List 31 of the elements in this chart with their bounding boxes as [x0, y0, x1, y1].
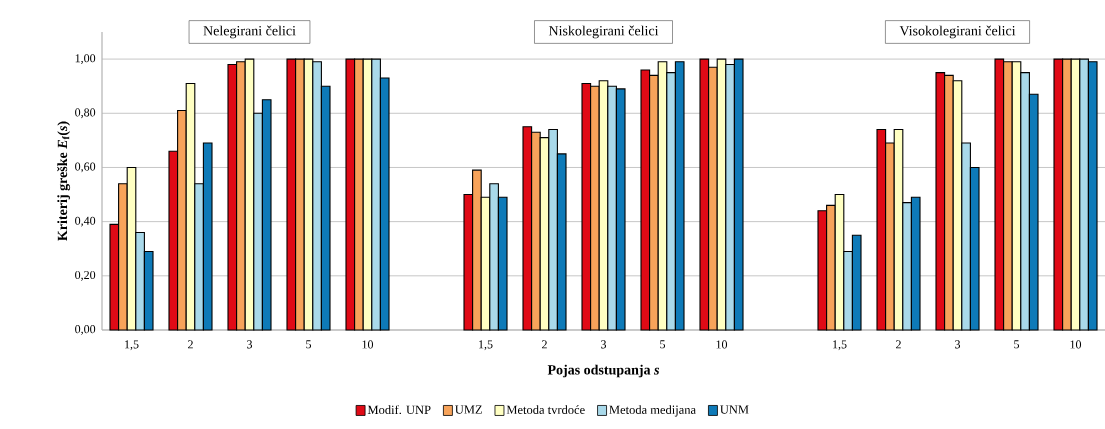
x-tick-label: 5 — [306, 340, 312, 349]
x-tick-label: 3 — [247, 340, 253, 349]
y-tick-label: 1,00 — [75, 54, 96, 64]
x-tick-label: 2 — [542, 340, 547, 349]
y-axis-title: Kriterij greške E$_{f}$(s) — [57, 121, 71, 241]
x-tick-label: 3 — [955, 340, 961, 349]
annotation: Niskolegirani čelici — [548, 25, 659, 39]
annotation: Visokolegirani čelici — [899, 25, 1016, 39]
x-tick-label: 1,5 — [479, 340, 493, 351]
x-axis-title: Pojas odstupanja s — [547, 364, 660, 378]
x-tick-label: 10 — [716, 340, 728, 349]
x-tick-label: 2 — [188, 340, 193, 349]
x-tick-label: 1,5 — [833, 340, 847, 351]
x-tick-label: 10 — [362, 340, 374, 349]
x-tick-label: 2 — [896, 340, 901, 349]
y-tick-label: 0,00 — [75, 325, 96, 335]
x-tick-label: 3 — [601, 340, 607, 349]
annotation: Nelegirani čelici — [203, 25, 296, 39]
legend-label: UMZ — [455, 405, 482, 414]
x-tick-label: 10 — [1070, 340, 1082, 349]
x-tick-label: 1,5 — [125, 340, 139, 351]
x-tick-label: 5 — [660, 340, 666, 349]
x-tick-label: 5 — [1014, 340, 1020, 349]
y-tick-label: 0,80 — [75, 108, 96, 119]
legend-label: UNM — [720, 405, 749, 414]
y-tick-label: 0,40 — [75, 216, 96, 227]
legend-label: Metoda tvrdoće — [506, 405, 585, 414]
y-tick-label: 0,20 — [75, 270, 96, 281]
y-tick-label: 0,60 — [75, 162, 96, 173]
legend-label: Modif. UNP — [367, 405, 431, 415]
legend-label: Metoda medijana — [609, 405, 696, 417]
